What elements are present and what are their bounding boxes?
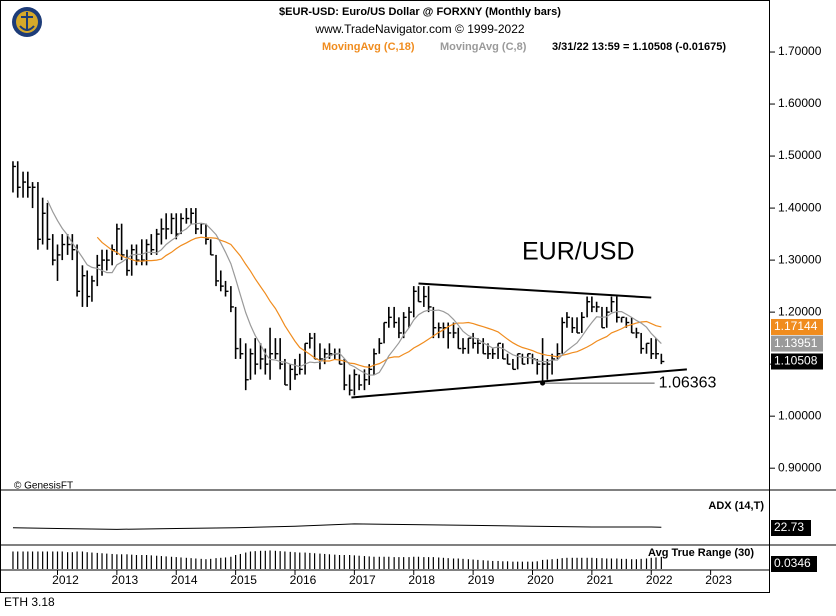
y-tick-label: 1.50000	[778, 148, 822, 162]
atr-value-label: 0.0346	[774, 556, 811, 570]
y-tick-label: 1.40000	[778, 200, 822, 214]
adx-line	[12, 523, 662, 530]
x-tick-label: 2014	[171, 573, 198, 587]
last-value-box-label: 1.17144	[774, 319, 818, 333]
x-tick-label: 2020	[527, 573, 554, 587]
x-tick-label: 2015	[230, 573, 257, 587]
credit: © GenesisFT	[14, 481, 73, 492]
atr-bars	[12, 550, 662, 569]
quote: 3/31/22 13:59 = 1.10508 (-0.01675)	[552, 41, 726, 53]
y-tick-label: 0.90000	[778, 460, 822, 474]
last-value-box-label: 1.13951	[774, 336, 818, 350]
x-tick-label: 2013	[112, 573, 139, 587]
moving-average-line	[46, 200, 662, 376]
trend-line	[418, 282, 652, 299]
x-tick-label: 2012	[52, 573, 79, 587]
x-tick-label: 2016	[290, 573, 317, 587]
last-value-box-label: 1.10508	[774, 354, 818, 368]
x-tick-label: 2018	[408, 573, 435, 587]
y-tick-label: 1.00000	[778, 408, 822, 422]
adx-value-box	[771, 520, 811, 536]
trend-line	[351, 368, 687, 399]
last-value-box	[771, 335, 823, 352]
plot-frame	[0, 0, 770, 593]
chart-subtitle: www.TradeNavigator.com © 1999-2022	[314, 22, 524, 36]
x-tick-label: 2022	[646, 573, 673, 587]
moving-average-line	[96, 236, 662, 368]
annotation: EUR/USD	[522, 238, 635, 266]
support-point	[540, 380, 546, 386]
x-tick-label: 2021	[587, 573, 614, 587]
atr-value-box	[771, 556, 817, 572]
support-label: 1.06363	[659, 374, 717, 391]
legend-entry: MovingAvg (C,18)	[322, 41, 415, 53]
y-tick-label: 1.70000	[778, 44, 822, 58]
y-tick-label: 1.30000	[778, 252, 822, 266]
footer: ETH 3.18	[4, 595, 55, 609]
last-value-box	[771, 318, 823, 335]
price-bars	[12, 161, 665, 396]
y-tick-label: 1.60000	[778, 96, 822, 110]
logo	[12, 7, 42, 37]
y-tick-label: 1.20000	[778, 304, 822, 318]
panel-label: Avg True Range (30)	[648, 547, 754, 559]
adx-value-label: 22.73	[774, 520, 804, 534]
chart-title: $EUR-USD: Euro/US Dollar @ FORXNY (Month…	[279, 6, 561, 18]
x-tick-label: 2023	[705, 573, 732, 587]
x-tick-label: 2017	[349, 573, 376, 587]
panel-label: ADX (14,T)	[708, 500, 764, 512]
x-tick-label: 2019	[468, 573, 495, 587]
last-value-box	[771, 353, 823, 370]
legend-entry: MovingAvg (C,8)	[440, 41, 527, 53]
